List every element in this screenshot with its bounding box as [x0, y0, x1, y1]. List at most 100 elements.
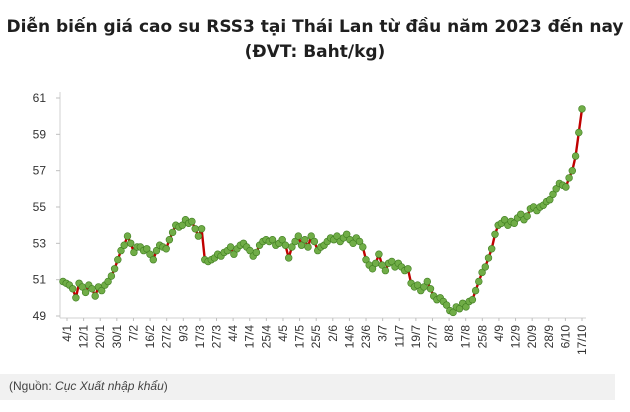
data-point	[362, 256, 370, 264]
data-point	[152, 246, 161, 255]
data-point	[381, 266, 390, 275]
caption-source-name: Cục Xuất nhập khẩu	[55, 379, 164, 393]
data-point	[375, 250, 383, 258]
data-point	[304, 243, 312, 251]
data-point	[123, 232, 132, 240]
x-tick-label: 17/3	[193, 325, 207, 349]
data-point	[549, 190, 557, 199]
x-tick-label: 4/9	[492, 325, 506, 342]
data-point	[114, 256, 122, 264]
x-tick-label: 6/10	[558, 325, 572, 349]
data-point	[565, 174, 573, 182]
data-point	[575, 128, 583, 137]
data-point	[68, 285, 77, 293]
data-point	[491, 230, 499, 239]
data-point	[368, 265, 377, 273]
data-point	[278, 236, 286, 244]
x-tick-label: 4/5	[276, 325, 290, 342]
data-point	[146, 250, 154, 258]
x-tick-label: 30/1	[110, 325, 124, 349]
data-point	[291, 237, 299, 246]
data-point	[426, 285, 435, 293]
data-point	[130, 248, 138, 257]
data-point	[423, 277, 431, 286]
x-tick-label: 11/7	[392, 325, 406, 348]
data-point	[475, 277, 483, 286]
data-point	[117, 246, 125, 255]
data-point	[571, 152, 580, 160]
x-tick-label: 17/8	[459, 325, 473, 349]
x-tick-label: 25/4	[259, 325, 273, 349]
image-caption: (Nguồn: Cục Xuất nhập khẩu)	[9, 379, 168, 393]
image-caption-bar: (Nguồn: Cục Xuất nhập khẩu)	[0, 374, 615, 400]
price-series-line	[62, 108, 584, 314]
x-tick-label: 25/5	[309, 325, 323, 349]
data-point	[285, 254, 293, 262]
data-point	[72, 294, 80, 302]
chart-title: Diễn biến giá cao su RSS3 tại Thái Lan t…	[6, 17, 624, 37]
x-tick-label: 25/8	[475, 325, 489, 349]
y-tick-label: 55	[33, 200, 47, 214]
x-tick-label: 14/6	[342, 325, 356, 349]
data-point	[310, 237, 319, 246]
data-point	[449, 308, 457, 317]
data-point	[268, 236, 277, 244]
chart-card: Diễn biến giá cao su RSS3 tại Thái Lan t…	[6, 17, 624, 356]
x-tick-label: 3/7	[376, 325, 390, 342]
data-point	[191, 225, 199, 233]
data-point	[359, 243, 367, 251]
data-point	[404, 265, 412, 273]
data-point	[88, 285, 96, 293]
data-point	[120, 241, 128, 249]
data-point	[568, 167, 576, 175]
data-point	[562, 183, 570, 191]
data-point	[468, 296, 477, 304]
data-point	[294, 232, 302, 240]
data-point	[91, 292, 99, 300]
x-tick-label: 28/9	[542, 325, 556, 349]
x-tick-label: 20/1	[93, 325, 107, 349]
x-tick-label: 2/6	[326, 325, 340, 342]
data-point	[110, 265, 119, 273]
x-tick-label: 17/4	[243, 325, 257, 349]
data-point	[462, 303, 470, 311]
data-point	[307, 232, 315, 240]
y-tick-label: 49	[33, 309, 47, 323]
data-point	[162, 245, 170, 253]
x-tick-label: 12/9	[509, 325, 523, 349]
x-tick-label: 23/6	[359, 325, 373, 349]
data-point	[107, 272, 116, 280]
data-point	[194, 232, 203, 240]
x-tick-label: 4/1	[60, 325, 74, 342]
data-point	[523, 212, 531, 220]
x-tick-label: 20/9	[525, 325, 539, 349]
x-tick-label: 17/5	[293, 325, 307, 349]
y-tick-label: 51	[33, 273, 47, 287]
x-tick-label: 4/4	[226, 325, 240, 342]
data-point	[552, 185, 560, 193]
x-tick-label: 16/2	[143, 325, 157, 349]
data-point	[372, 259, 380, 267]
x-tick-label: 12/1	[77, 325, 91, 349]
data-point	[143, 245, 151, 253]
chart-subtitle: (ĐVT: Baht/kg)	[244, 42, 386, 62]
data-point	[301, 236, 309, 244]
data-point	[197, 225, 206, 233]
y-tick-label: 57	[33, 164, 47, 178]
data-point	[478, 268, 486, 277]
data-point	[578, 105, 586, 113]
data-point	[281, 241, 290, 249]
x-tick-label: 27/2	[160, 325, 174, 349]
x-tick-label: 17/10	[575, 325, 589, 355]
data-point	[168, 228, 177, 237]
x-tick-label: 19/7	[409, 325, 423, 349]
chart-plot-area: 49 51 53 55 57 59 61 4/1 12/1 20/1 30/1 7/2 16/2 27/2…	[33, 91, 589, 355]
data-point	[226, 243, 235, 251]
data-point	[230, 250, 238, 258]
y-tick-label: 53	[33, 236, 47, 250]
y-tick-label: 59	[33, 127, 47, 141]
x-tick-label: 8/8	[442, 325, 456, 342]
caption-suffix: )	[163, 379, 168, 393]
data-point	[343, 230, 351, 239]
data-point	[488, 245, 496, 253]
